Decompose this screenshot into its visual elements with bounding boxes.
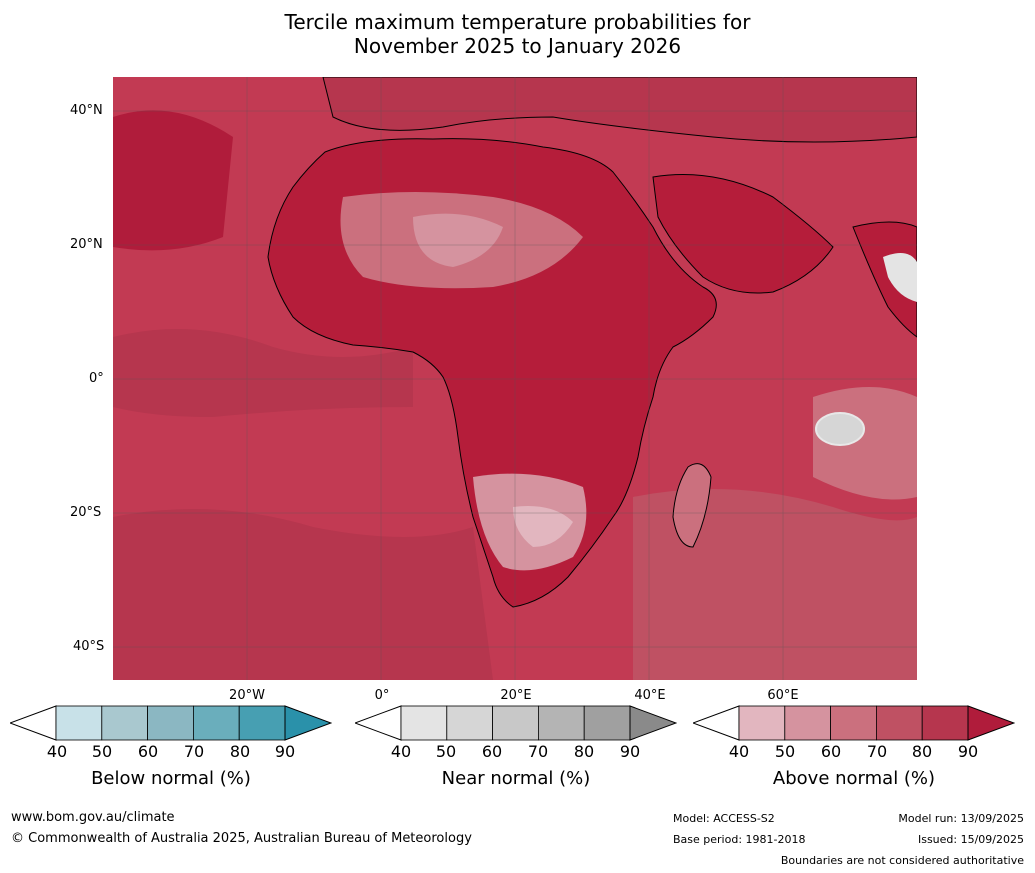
lon-label-60e: 60°E <box>767 688 799 703</box>
above-normal-label: Above normal (%) <box>772 768 936 789</box>
colorbar-min-arrow <box>10 705 57 741</box>
model-text: Model: ACCESS-S2 <box>673 812 775 825</box>
copyright-text: © Commonwealth of Australia 2025, Austra… <box>11 831 472 846</box>
india-landmass <box>852 221 917 338</box>
near-normal-colorbar <box>355 705 677 743</box>
colorbar-segment <box>875 705 923 741</box>
map-title-line-2: November 2025 to January 2026 <box>353 34 682 58</box>
colorbar-segment <box>830 705 877 741</box>
colorbar-segment <box>537 705 585 741</box>
colorbar-segment <box>583 705 631 741</box>
colorbar-segment <box>784 705 832 741</box>
colorbar-segment <box>192 705 240 741</box>
lon-label-20w: 20°W <box>229 688 265 703</box>
tick-label: 80 <box>911 742 933 761</box>
colorbar-segment <box>101 705 149 741</box>
map-title-line-1: Tercile maximum temperature probabilitie… <box>284 10 751 34</box>
above-normal-colorbar <box>693 705 1015 743</box>
colorbar-max-arrow <box>284 705 332 741</box>
colorbar-max-arrow <box>967 705 1015 741</box>
tick-label: 60 <box>481 742 503 761</box>
tick-label: 60 <box>137 742 159 761</box>
lat-label-40n: 40°N <box>70 103 103 118</box>
lat-label-40s: 40°S <box>73 639 105 654</box>
tick-label: 90 <box>619 742 641 761</box>
lon-label-40e: 40°E <box>634 688 666 703</box>
below-normal-label: Below normal (%) <box>91 768 251 789</box>
near-normal-label: Near normal (%) <box>441 768 591 789</box>
colorbar-segment <box>921 705 969 741</box>
tick-label: 40 <box>728 742 750 761</box>
issued-text: Issued: 15/09/2025 <box>917 833 1024 846</box>
colorbar-segment <box>400 705 448 741</box>
colorbar-segment <box>738 705 786 741</box>
lat-label-20n: 20°N <box>70 237 103 252</box>
colorbar-segment <box>55 705 103 741</box>
map-canvas <box>113 77 917 680</box>
lat-label-0: 0° <box>89 371 104 386</box>
model-run-text: Model run: 13/09/2025 <box>898 812 1024 825</box>
probability-map <box>113 77 917 680</box>
tick-label: 60 <box>820 742 842 761</box>
tick-label: 70 <box>866 742 888 761</box>
colorbar-min-arrow <box>355 705 402 741</box>
tick-label: 80 <box>573 742 595 761</box>
tick-label: 50 <box>91 742 113 761</box>
arabia-landmass <box>652 174 834 294</box>
tick-label: 90 <box>274 742 296 761</box>
disclaimer-text: Boundaries are not considered authoritat… <box>780 854 1024 867</box>
europe-landmass <box>322 77 917 143</box>
tick-label: 90 <box>957 742 979 761</box>
colorbar-max-arrow <box>629 705 677 741</box>
lat-label-20s: 20°S <box>70 505 102 520</box>
near-normal-patch <box>815 412 865 446</box>
website-link[interactable]: www.bom.gov.au/climate <box>11 810 175 825</box>
base-period-text: Base period: 1981-2018 <box>673 833 806 846</box>
colorbar-min-arrow <box>693 705 740 741</box>
below-normal-colorbar <box>10 705 332 743</box>
lon-label-0: 0° <box>374 688 390 703</box>
colorbar-segment <box>147 705 194 741</box>
colorbar-segment <box>238 705 286 741</box>
tick-label: 40 <box>390 742 412 761</box>
tick-label: 80 <box>229 742 251 761</box>
colorbar-segment <box>446 705 494 741</box>
tick-label: 70 <box>527 742 549 761</box>
colorbar-segment <box>492 705 539 741</box>
madagascar-landmass <box>672 463 712 548</box>
tick-label: 40 <box>46 742 68 761</box>
lon-label-20e: 20°E <box>500 688 532 703</box>
tick-label: 50 <box>435 742 457 761</box>
tick-label: 70 <box>183 742 205 761</box>
graticule <box>113 77 917 680</box>
tick-label: 50 <box>774 742 796 761</box>
